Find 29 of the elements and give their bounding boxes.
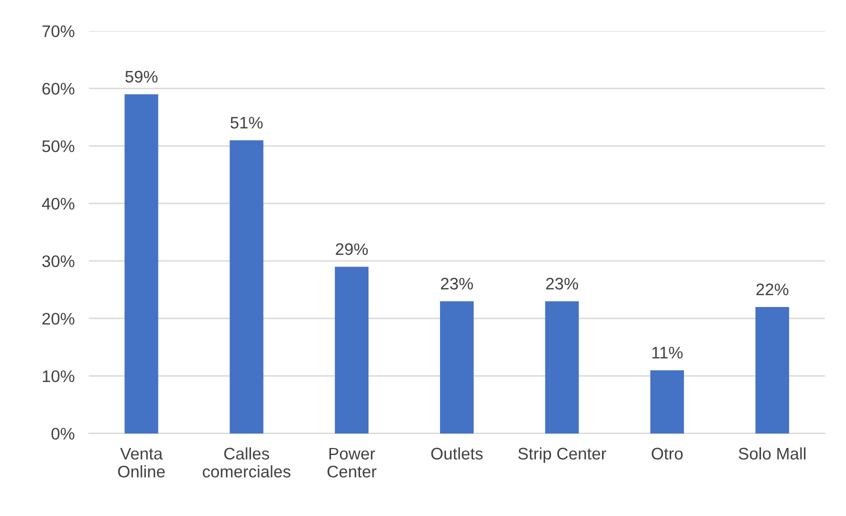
bar — [650, 370, 684, 434]
y-tick-label: 60% — [42, 82, 74, 95]
data-label: 59% — [125, 70, 158, 83]
data-label: 51% — [230, 116, 263, 129]
x-tick-label: Calles comerciales — [202, 447, 290, 478]
data-label: 22% — [756, 284, 788, 296]
y-tick-label: 40% — [42, 198, 74, 210]
x-tick-label: Strip Center — [518, 447, 606, 463]
y-tick-label: 10% — [42, 370, 74, 382]
data-label: 23% — [546, 278, 578, 290]
data-label: 29% — [336, 243, 368, 256]
y-tick-label: 50% — [42, 140, 74, 152]
y-tick-label: 0% — [52, 428, 74, 440]
x-tick-label: Solo Mall — [738, 447, 806, 460]
bar — [755, 306, 790, 434]
bar — [545, 301, 579, 434]
data-label: 23% — [441, 278, 473, 290]
y-tick-label: 70% — [42, 25, 74, 38]
data-label: 11% — [652, 346, 683, 358]
y-tick-label: 20% — [42, 312, 74, 325]
bar — [124, 94, 158, 434]
bar — [334, 266, 369, 434]
bar — [230, 140, 264, 434]
x-tick-label: Power Center — [328, 448, 376, 478]
y-tick-label: 30% — [42, 255, 74, 268]
x-tick-label: Outlets — [431, 447, 483, 460]
bar — [440, 301, 474, 434]
x-tick-label: Otro — [652, 448, 683, 460]
x-tick-label: Venta Online — [118, 448, 165, 478]
